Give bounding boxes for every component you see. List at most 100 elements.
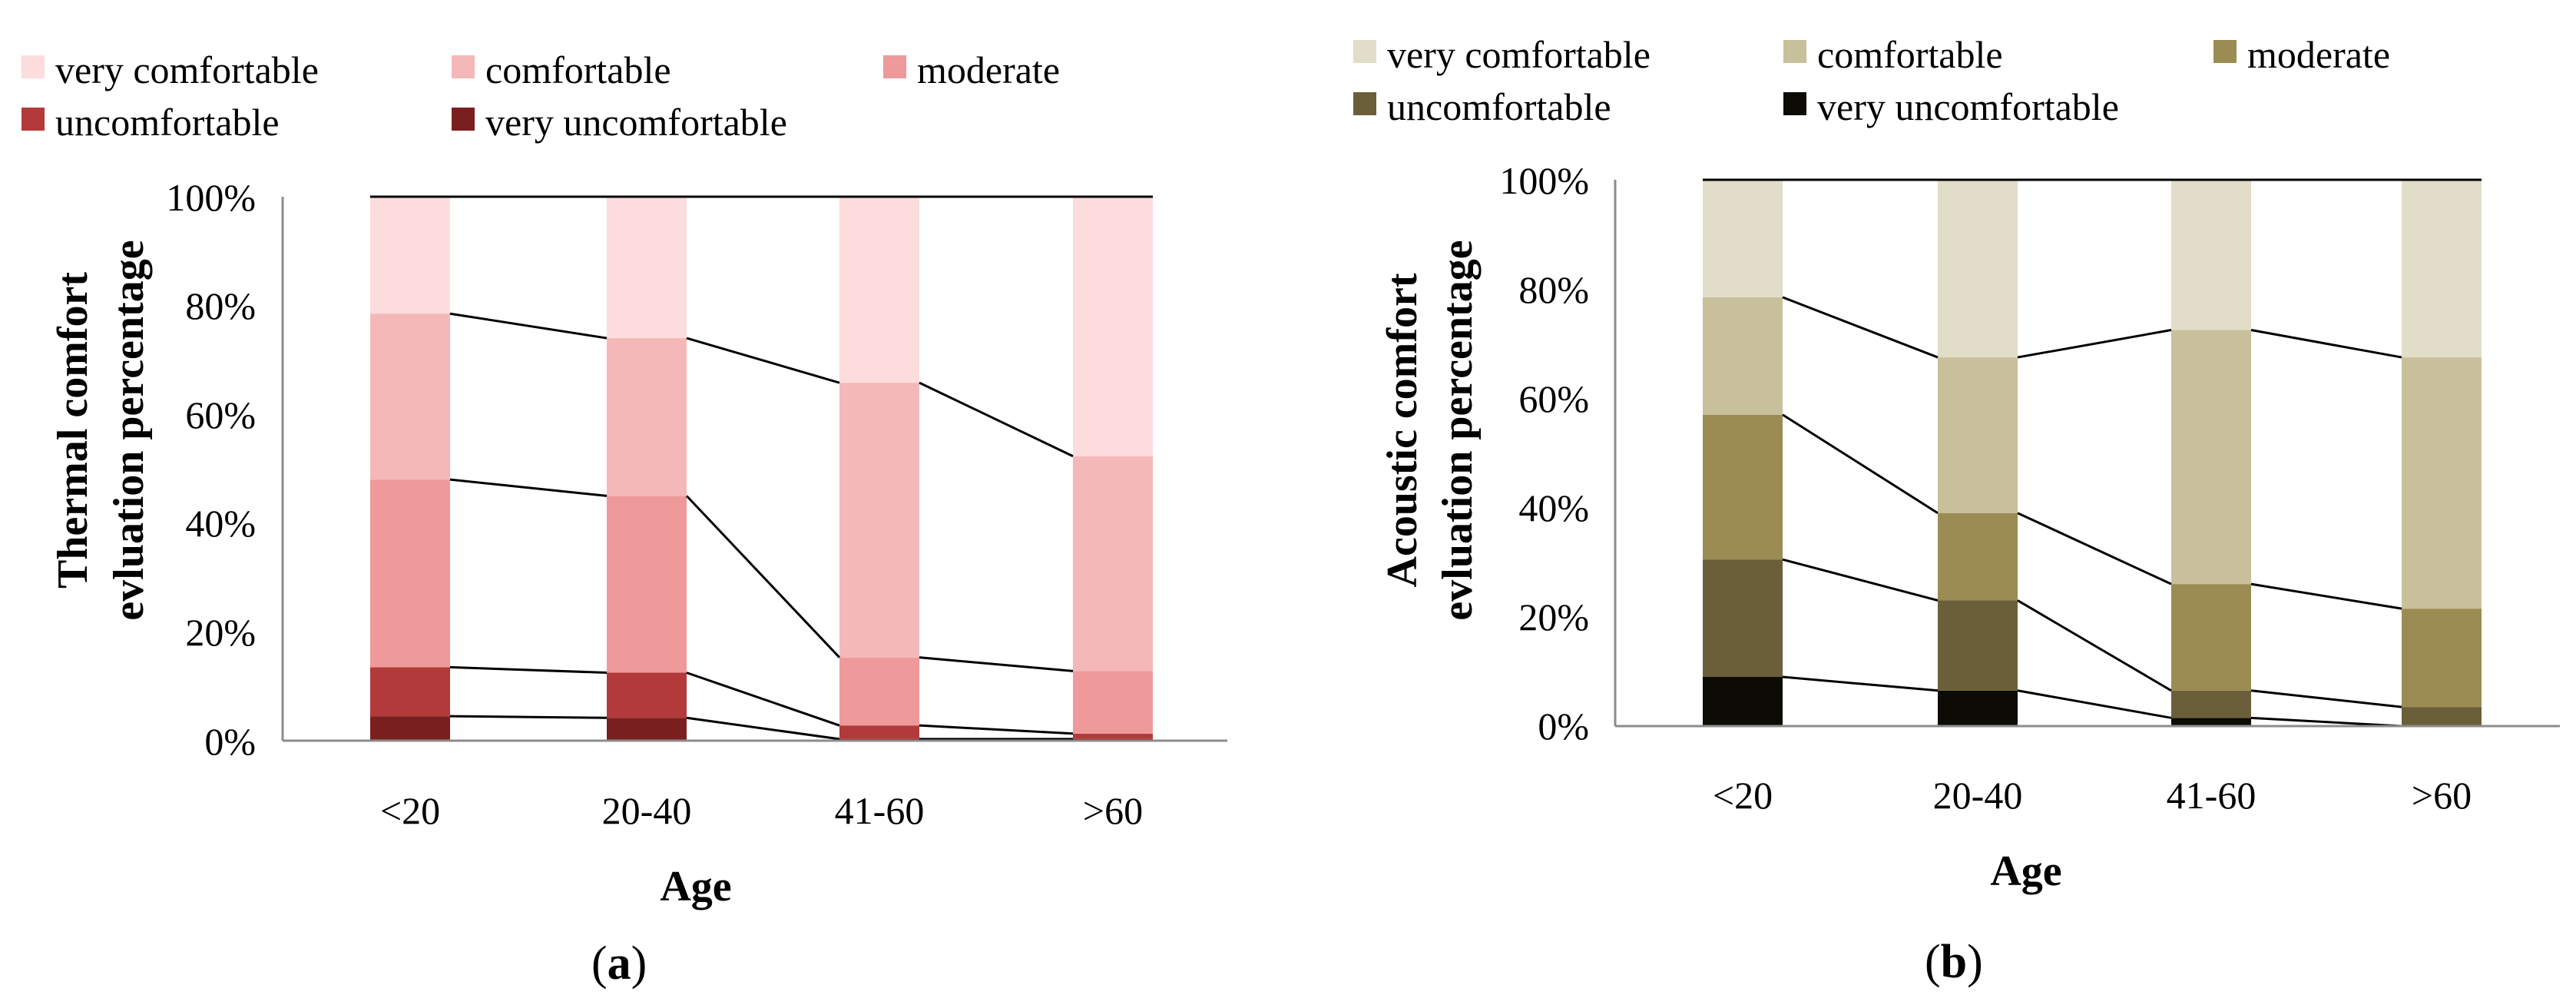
- bar-a-comfortable-0: [370, 313, 450, 480]
- legend-a-swatch-very-uncomfortable: [452, 108, 475, 131]
- panel-label-a: (a): [591, 937, 647, 990]
- bar-a-comfortable-2: [839, 383, 919, 658]
- legend-b-label-uncomfortable: uncomfortable: [1387, 85, 1611, 128]
- bar-a-comfortable-1: [607, 338, 687, 496]
- connector-b-comfortable-2: [2250, 329, 2402, 359]
- bar-a-comfortable-3: [1073, 456, 1153, 672]
- connector-b-moderate-1: [2017, 512, 2172, 585]
- bar-a-uncomfortable-0: [370, 667, 450, 717]
- connector-a-comfortable-2: [919, 381, 1074, 458]
- y-axis-title-b-line2: evluation percentage: [1434, 240, 1482, 620]
- bar-b-moderate-2: [2171, 584, 2251, 691]
- legend-a-label-moderate: moderate: [917, 48, 1060, 91]
- connector-b-uncomfortable-2: [2250, 689, 2402, 708]
- bar-b-uncomfortable-3: [2402, 707, 2482, 726]
- connector-b-moderate-2: [2250, 582, 2402, 610]
- panel-label-a-close: ): [631, 937, 647, 990]
- y-axis-title-a-line2: evluation percentage: [105, 240, 153, 620]
- connector-a-very-uncomfortable-0: [449, 715, 608, 719]
- x-tick-a-3: >60: [1083, 789, 1143, 832]
- y-tick-b-0: 0%: [1538, 705, 1589, 748]
- panel-label-b-close: ): [1967, 936, 1983, 988]
- x-tick-b-3: >60: [2412, 774, 2472, 817]
- legend-a-label-uncomfortable: uncomfortable: [55, 101, 280, 144]
- connector-a-moderate-2: [919, 656, 1074, 672]
- x-tick-a-1: 20-40: [602, 789, 692, 832]
- connector-a-moderate-1: [685, 495, 841, 658]
- connector-b-very-uncomfortable-0: [1782, 675, 1939, 692]
- y-axis-title-b-line1: Acoustic comfort: [1379, 273, 1426, 587]
- connector-a-moderate-0: [449, 478, 608, 497]
- connector-lines-b: [1703, 178, 2482, 728]
- bar-a-moderate-0: [370, 479, 450, 668]
- y-tick-b-60: 60%: [1518, 377, 1589, 420]
- connector-b-very-uncomfortable-2: [2250, 716, 2402, 728]
- connector-lines-a: [370, 195, 1153, 741]
- legend-a: very comfortable comfortable moderate un…: [22, 48, 1060, 144]
- y-tick-a-80: 80%: [185, 284, 256, 327]
- legend-b-swatch-very-comfortable: [1353, 40, 1376, 63]
- connector-b-uncomfortable-0: [1782, 558, 1939, 602]
- x-axis-title-a: Age: [660, 863, 731, 910]
- panel-label-b-letter: b: [1941, 936, 1967, 988]
- bar-a-uncomfortable-2: [839, 725, 919, 739]
- legend-b-swatch-moderate: [2213, 40, 2237, 63]
- legend-a-swatch-very-comfortable: [22, 55, 45, 78]
- legend-b-swatch-comfortable: [1783, 40, 1806, 63]
- y-tick-a-0: 0%: [204, 720, 256, 763]
- legend-b-label-moderate: moderate: [2247, 33, 2390, 76]
- bar-a-moderate-1: [607, 496, 687, 673]
- bar-a-very-comfortable-0: [370, 197, 450, 314]
- legend-a-swatch-comfortable: [452, 55, 475, 78]
- bar-b-moderate-1: [1938, 512, 2018, 601]
- legend-b-label-very-uncomfortable: very uncomfortable: [1817, 85, 2119, 128]
- legend-a-swatch-moderate: [883, 55, 906, 78]
- connector-b-moderate-0: [1782, 413, 1939, 514]
- legend-b: very comfortable comfortable moderate un…: [1353, 33, 2390, 128]
- bar-b-very-uncomfortable-0: [1703, 677, 1783, 726]
- panel-label-a-open: (: [591, 937, 608, 990]
- bar-a-moderate-3: [1073, 671, 1153, 734]
- x-tick-b-0: <20: [1713, 774, 1773, 817]
- bar-b-comfortable-2: [2171, 330, 2251, 585]
- bar-a-very-uncomfortable-0: [370, 716, 450, 741]
- legend-a-label-very-comfortable: very comfortable: [55, 48, 319, 91]
- panel-a: very comfortable comfortable moderate un…: [22, 48, 1227, 990]
- y-tick-b-80: 80%: [1518, 268, 1589, 311]
- bar-a-very-comfortable-2: [839, 197, 919, 383]
- bar-b-very-uncomfortable-1: [1938, 690, 2018, 726]
- panel-label-b-open: (: [1925, 936, 1941, 988]
- legend-b-swatch-very-uncomfortable: [1783, 92, 1806, 115]
- bar-b-moderate-3: [2402, 609, 2482, 708]
- bar-b-moderate-0: [1703, 414, 1783, 560]
- connector-a-uncomfortable-1: [686, 672, 840, 727]
- bar-b-uncomfortable-2: [2171, 690, 2251, 718]
- bar-a-uncomfortable-3: [1073, 733, 1153, 739]
- y-tick-b-40: 40%: [1518, 486, 1589, 529]
- y-tick-a-100: 100%: [166, 176, 256, 219]
- legend-b-label-very-comfortable: very comfortable: [1387, 33, 1651, 76]
- connector-a-very-uncomfortable-1: [686, 716, 840, 741]
- bars-b: [1703, 180, 2482, 726]
- x-tick-a-2: 41-60: [835, 789, 925, 832]
- x-tick-b-1: 20-40: [1933, 774, 2023, 817]
- bar-b-comfortable-3: [2402, 357, 2482, 609]
- connector-a-uncomfortable-2: [919, 724, 1074, 735]
- bar-b-very-comfortable-2: [2171, 180, 2251, 330]
- bar-b-comfortable-1: [1938, 357, 2018, 513]
- legend-a-label-very-uncomfortable: very uncomfortable: [485, 101, 787, 144]
- legend-b-swatch-uncomfortable: [1353, 92, 1376, 115]
- connector-a-comfortable-1: [686, 337, 840, 384]
- y-tick-b-100: 100%: [1499, 159, 1589, 202]
- y-axis-title-a-line1: Thermal comfort: [49, 272, 97, 589]
- connector-b-uncomfortable-1: [2017, 599, 2172, 692]
- bar-a-uncomfortable-1: [607, 672, 687, 718]
- bar-b-uncomfortable-1: [1938, 600, 2018, 691]
- x-tick-a-0: <20: [380, 789, 440, 832]
- connector-b-comfortable-1: [2017, 329, 2172, 359]
- bars-a: [370, 197, 1153, 741]
- connector-a-uncomfortable-0: [449, 665, 608, 674]
- y-tick-b-20: 20%: [1518, 595, 1589, 638]
- bar-b-very-comfortable-3: [2402, 180, 2482, 358]
